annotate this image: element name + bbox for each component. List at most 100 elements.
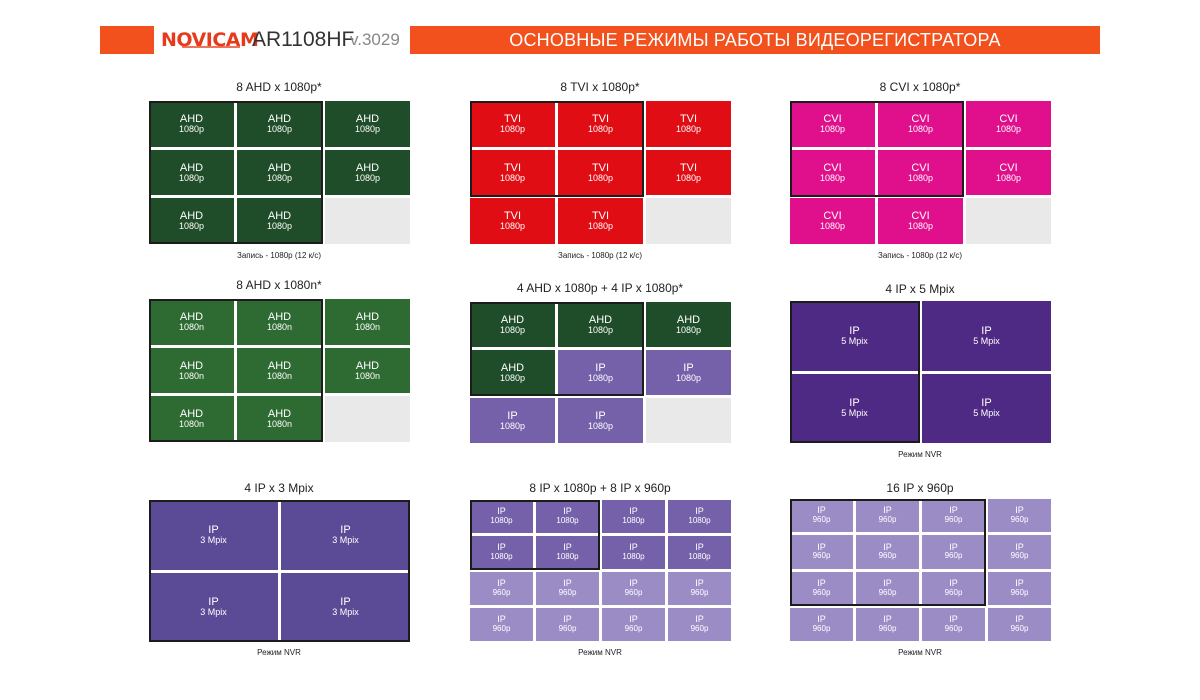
channel-cell: TVI 1080p	[646, 101, 731, 147]
channel-cell: TVI 1080p	[558, 198, 643, 244]
channel-cell: IP 1080p	[470, 398, 555, 443]
channel-cell: AHD 1080p	[470, 350, 555, 395]
channel-cell: IP 5 Mpix	[790, 301, 919, 371]
page-title: ОСНОВНЫЕ РЕЖИМЫ РАБОТЫ ВИДЕОРЕГИСТРАТОРА	[410, 26, 1100, 54]
channel-type: AHD	[267, 359, 292, 372]
channel-type: IP	[981, 397, 992, 410]
channel-cell: TVI 1080p	[646, 149, 731, 196]
channel-resolution: 1080p	[675, 123, 702, 134]
channel-resolution: 1080p	[622, 516, 645, 526]
channel-resolution: 1080p	[499, 123, 526, 134]
channel-resolution: 1080n	[178, 419, 205, 430]
channel-resolution: 1080p	[907, 172, 934, 183]
channel-type: IP	[208, 596, 219, 609]
channel-type: IP	[629, 614, 638, 625]
channel-resolution: 1080p	[819, 172, 846, 183]
channel-resolution: 5 Mpix	[841, 335, 868, 346]
channel-type: IP	[849, 324, 860, 337]
channel-cell: IP 960p	[856, 535, 919, 569]
logo-text: NOVICAM	[161, 28, 259, 51]
channel-resolution: 960p	[492, 588, 511, 598]
channel-resolution: 960p	[944, 623, 963, 633]
channel-cell: IP 1080p	[470, 536, 533, 569]
channel-resolution: 1080p	[688, 516, 711, 526]
channel-resolution: 1080p	[499, 324, 526, 335]
model-name: AR1108HF	[252, 28, 355, 51]
channel-cell: CVI 1080p	[966, 101, 1051, 147]
channel-cell: AHD 1080p	[237, 198, 322, 244]
channel-type: IP	[595, 361, 606, 374]
channel-resolution: 1080p	[819, 221, 846, 232]
channel-cell: TVI 1080p	[470, 149, 555, 196]
channel-resolution: 1080p	[178, 172, 205, 183]
mode-grid: IP 960p IP 960p IP 960p IP 960p IP 960p IP 960p IP 96…	[790, 499, 1051, 641]
mode-title: 8 AHD x 1080n*	[236, 278, 322, 292]
channel-cell: IP 960p	[856, 607, 919, 641]
channel-resolution: 1080p	[490, 516, 513, 526]
channel-resolution: 1080p	[556, 552, 579, 562]
mode-title: 4 IP x 3 Mpix	[244, 481, 314, 495]
channel-cell: IP 960p	[922, 607, 985, 641]
mode-title: 8 AHD x 1080p*	[236, 80, 322, 94]
mode-caption: Режим NVR	[578, 648, 622, 657]
channel-resolution: 1080p	[499, 420, 526, 431]
channel-type: IP	[949, 614, 958, 625]
channel-cell: IP 960p	[470, 572, 533, 605]
header-accent-bar	[100, 26, 154, 54]
channel-cell: IP 960p	[988, 607, 1051, 641]
channel-resolution: 1080p	[688, 552, 711, 562]
channel-type: IP	[497, 542, 506, 553]
channel-type: IP	[208, 523, 219, 536]
brand-logo: NOVICAM	[161, 26, 259, 54]
channel-cell: IP 960p	[790, 607, 853, 641]
channel-type: IP	[949, 577, 958, 588]
empty-channel-cell	[325, 396, 410, 442]
channel-resolution: 1080p	[556, 516, 579, 526]
channel-type: IP	[507, 409, 518, 422]
channel-resolution: 1080n	[354, 321, 381, 332]
channel-resolution: 1080p	[499, 172, 526, 183]
channel-type: IP	[883, 614, 892, 625]
channel-resolution: 960p	[690, 588, 709, 598]
mode-title: 8 CVI x 1080p*	[879, 80, 961, 94]
channel-resolution: 5 Mpix	[973, 408, 1000, 419]
empty-channel-cell	[325, 198, 410, 244]
channel-type: IP	[683, 361, 694, 374]
channel-type: CVI	[999, 112, 1018, 125]
channel-type: AHD	[355, 310, 380, 323]
channel-cell: IP 1080p	[668, 500, 731, 533]
channel-cell: AHD 1080n	[325, 347, 410, 394]
channel-cell: AHD 1080n	[237, 396, 322, 442]
channel-type: IP	[629, 506, 638, 517]
channel-cell: IP 960p	[668, 572, 731, 605]
channel-resolution: 1080p	[819, 123, 846, 134]
channel-resolution: 960p	[624, 624, 643, 634]
channel-cell: IP 960p	[470, 608, 533, 641]
channel-resolution: 1080p	[587, 123, 614, 134]
channel-type: IP	[817, 614, 826, 625]
channel-resolution: 1080p	[490, 552, 513, 562]
mode-grid: IP 3 Mpix IP 3 Mpix IP 3 Mpix IP 3 Mpix	[149, 500, 410, 642]
channel-resolution: 960p	[944, 587, 963, 597]
channel-type: IP	[817, 505, 826, 516]
channel-type: IP	[1015, 577, 1024, 588]
channel-cell: IP 960p	[922, 499, 985, 533]
channel-resolution: 960p	[944, 551, 963, 561]
channel-type: TVI	[503, 112, 522, 125]
channel-type: IP	[883, 505, 892, 516]
channel-type: AHD	[179, 310, 204, 323]
channel-type: CVI	[911, 112, 930, 125]
mode-caption: Запись - 1080p (12 к/с)	[878, 251, 962, 260]
channel-type: AHD	[267, 408, 292, 421]
channel-type: AHD	[179, 210, 204, 223]
channel-type: IP	[497, 506, 506, 517]
channel-type: AHD	[500, 313, 525, 326]
channel-resolution: 1080p	[995, 123, 1022, 134]
channel-type: AHD	[676, 313, 701, 326]
channel-cell: CVI 1080p	[878, 198, 963, 244]
channel-resolution: 1080n	[266, 321, 293, 332]
channel-cell: CVI 1080p	[878, 149, 963, 196]
channel-type: TVI	[679, 112, 698, 125]
channel-resolution: 960p	[1010, 515, 1029, 525]
channel-resolution: 1080p	[178, 221, 205, 232]
